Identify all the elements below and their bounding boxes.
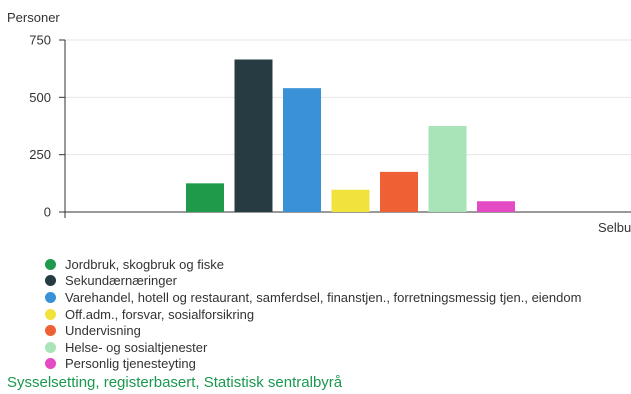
legend-label: Off.adm., forsvar, sosialforsikring [65,306,255,322]
gridlines [65,39,631,156]
y-tick-label: 750 [29,33,51,48]
source-link[interactable]: Sysselsetting, registerbasert, Statistis… [7,374,343,391]
legend-label: Jordbruk, skogbruk og fiske [65,256,224,272]
bar[interactable] [477,201,515,212]
legend-swatch [45,291,56,303]
y-tick-label: 500 [29,90,51,105]
legend-label: Undervisning [65,323,141,339]
legend-label: Helse- og sosialtjenester [65,339,208,355]
legend: Jordbruk, skogbruk og fiske Sekundærnæri… [45,256,581,372]
legend-swatch [45,275,56,287]
legend-item[interactable]: Helse- og sosialtjenester [45,339,581,356]
legend-label: Sekundærnæringer [65,273,178,289]
bar[interactable] [428,126,467,212]
legend-item[interactable]: Sekundærnæringer [45,273,581,290]
y-tick-label: 250 [29,147,51,162]
bar[interactable] [283,88,321,212]
legend-item[interactable]: Personlig tjenesteyting [45,356,581,373]
legend-swatch [45,308,56,320]
legend-item[interactable]: Jordbruk, skogbruk og fiske [45,256,581,273]
bar[interactable] [234,59,273,212]
bar[interactable] [186,183,224,212]
legend-swatch [45,258,56,270]
y-tick-label: 0 [44,205,51,220]
legend-label: Varehandel, hotell og restaurant, samfer… [65,289,582,305]
legend-swatch [45,358,56,370]
y-axis: 750 500 250 0 [29,33,631,220]
legend-swatch [45,341,56,353]
legend-swatch [45,325,56,337]
legend-label: Personlig tjenesteyting [65,356,196,372]
bar[interactable] [380,171,418,212]
legend-item[interactable]: Off.adm., forsvar, sosialforsikring [45,306,581,323]
legend-item[interactable]: Varehandel, hotell og restaurant, samfer… [45,289,581,306]
bar[interactable] [331,189,370,212]
legend-item[interactable]: Undervisning [45,322,581,339]
bar-chart: 750 500 250 0 Personer Selbu [7,10,631,235]
y-axis-title: Personer [7,10,60,25]
x-category-label: Selbu [598,220,631,235]
bars [186,59,515,212]
